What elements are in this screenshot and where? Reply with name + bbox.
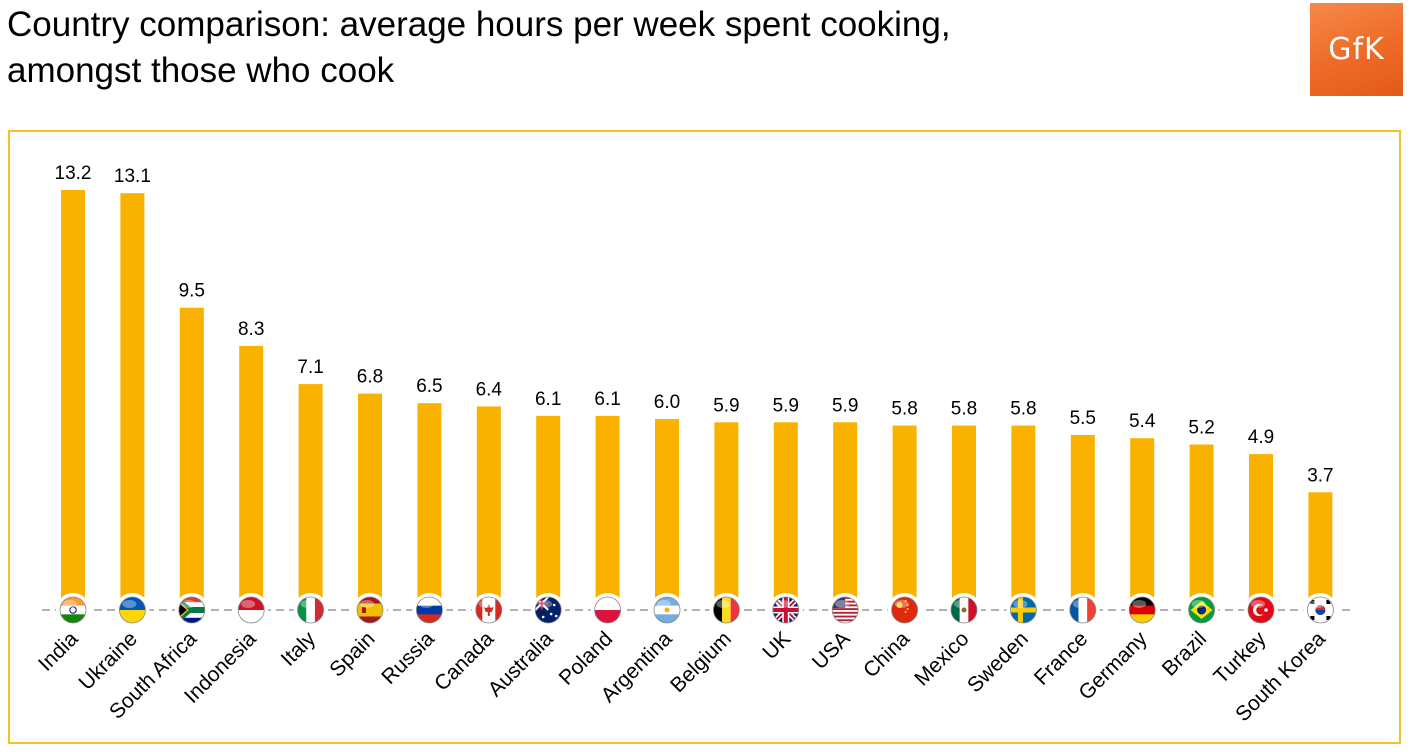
- turkey-flag-icon: [1244, 593, 1278, 627]
- france-flag-icon: [1065, 593, 1100, 627]
- category-label: China: [859, 627, 914, 682]
- poland-flag-icon: [590, 593, 625, 627]
- value-label: 3.7: [1307, 465, 1333, 486]
- value-label: 6.4: [476, 379, 503, 400]
- category-label: Italy: [277, 627, 321, 671]
- russia-flag-icon: [412, 593, 447, 627]
- bar-turkey: [1249, 454, 1273, 610]
- value-label: 4.9: [1248, 427, 1274, 448]
- value-label: 9.5: [179, 281, 205, 302]
- bar-belgium: [714, 422, 739, 610]
- value-label: 5.9: [713, 395, 739, 416]
- usa-flag-icon: [828, 593, 863, 627]
- value-label: 6.0: [654, 392, 680, 413]
- bar-sweden: [1011, 425, 1036, 610]
- indonesia-flag-icon: [234, 593, 269, 627]
- page-title: Country comparison: average hours per we…: [7, 2, 1257, 94]
- bar-france: [1070, 435, 1095, 610]
- value-label: 7.1: [297, 357, 323, 378]
- canada-flag-icon: [471, 593, 506, 627]
- bar-spain: [358, 393, 382, 610]
- value-label: 6.1: [594, 389, 620, 410]
- bar-south-africa: [179, 307, 204, 610]
- sweden-flag-icon: [1006, 593, 1041, 627]
- bar-argentina: [655, 419, 679, 610]
- value-label: 5.8: [951, 399, 977, 420]
- bar-china: [892, 425, 917, 610]
- value-label: 5.4: [1129, 411, 1156, 432]
- bar-canada: [476, 406, 501, 610]
- bar-uk: [773, 422, 798, 610]
- value-label: 13.2: [55, 163, 92, 184]
- belgium-flag-icon: [709, 593, 744, 627]
- value-label: 6.5: [416, 376, 442, 397]
- bar-mexico: [952, 425, 976, 610]
- argentina-flag-icon: [650, 593, 684, 627]
- title-line-1: Country comparison: average hours per we…: [7, 5, 951, 44]
- bar-poland: [595, 415, 620, 610]
- value-label: 5.9: [832, 395, 858, 416]
- mexico-flag-icon: [947, 593, 981, 627]
- bar-ukraine: [120, 193, 145, 610]
- bar-germany: [1130, 438, 1155, 610]
- italy-flag-icon: [293, 593, 328, 627]
- ukraine-flag-icon: [115, 593, 150, 627]
- bar-italy: [298, 384, 323, 610]
- value-label: 8.3: [238, 319, 264, 340]
- uk-flag-icon: [768, 593, 803, 627]
- chart-frame: 13.2 13.1 9.5 8.3 7.1 6.8 6.5 6.4 6.1 6.1 6.0 5.9 5.…: [8, 130, 1401, 744]
- value-label: 5.9: [773, 395, 799, 416]
- bar-indonesia: [239, 345, 264, 610]
- title-line-2: amongst those who cook: [7, 51, 395, 90]
- bar-australia: [536, 415, 561, 610]
- value-label: 5.2: [1188, 418, 1214, 439]
- category-label: Belgium: [666, 627, 736, 697]
- value-label: 13.1: [114, 166, 151, 187]
- south-africa-flag-icon: [174, 593, 209, 627]
- south-korea-flag-icon: [1303, 593, 1338, 627]
- bar-usa: [833, 422, 858, 610]
- category-label: Sweden: [963, 627, 1033, 697]
- australia-flag-icon: [531, 593, 566, 627]
- china-flag-icon: [887, 593, 922, 627]
- category-label: Australia: [484, 627, 558, 701]
- value-label: 5.8: [1010, 399, 1036, 420]
- gfk-logo: GfK: [1310, 3, 1403, 96]
- spain-flag-icon: [353, 593, 387, 627]
- bar-chart: 13.2 13.1 9.5 8.3 7.1 6.8 6.5 6.4 6.1 6.1 6.0 5.9 5.…: [34, 163, 1350, 726]
- india-flag-icon: [56, 593, 90, 627]
- category-label: Spain: [325, 627, 379, 681]
- bar-south-korea: [1308, 492, 1333, 610]
- brazil-flag-icon: [1184, 593, 1219, 627]
- value-label: 5.5: [1070, 408, 1096, 429]
- value-label: 6.1: [535, 389, 561, 410]
- category-label: UK: [758, 627, 795, 664]
- value-label: 5.8: [891, 399, 917, 420]
- category-label: USA: [808, 627, 855, 674]
- germany-flag-icon: [1125, 593, 1160, 627]
- bar-russia: [417, 403, 442, 610]
- value-label: 6.8: [357, 367, 383, 388]
- bar-india: [61, 190, 85, 610]
- bar-brazil: [1189, 444, 1214, 610]
- category-label: Brazil: [1158, 627, 1211, 680]
- category-label: India: [34, 627, 83, 676]
- gfk-logo-text: GfK: [1328, 32, 1385, 67]
